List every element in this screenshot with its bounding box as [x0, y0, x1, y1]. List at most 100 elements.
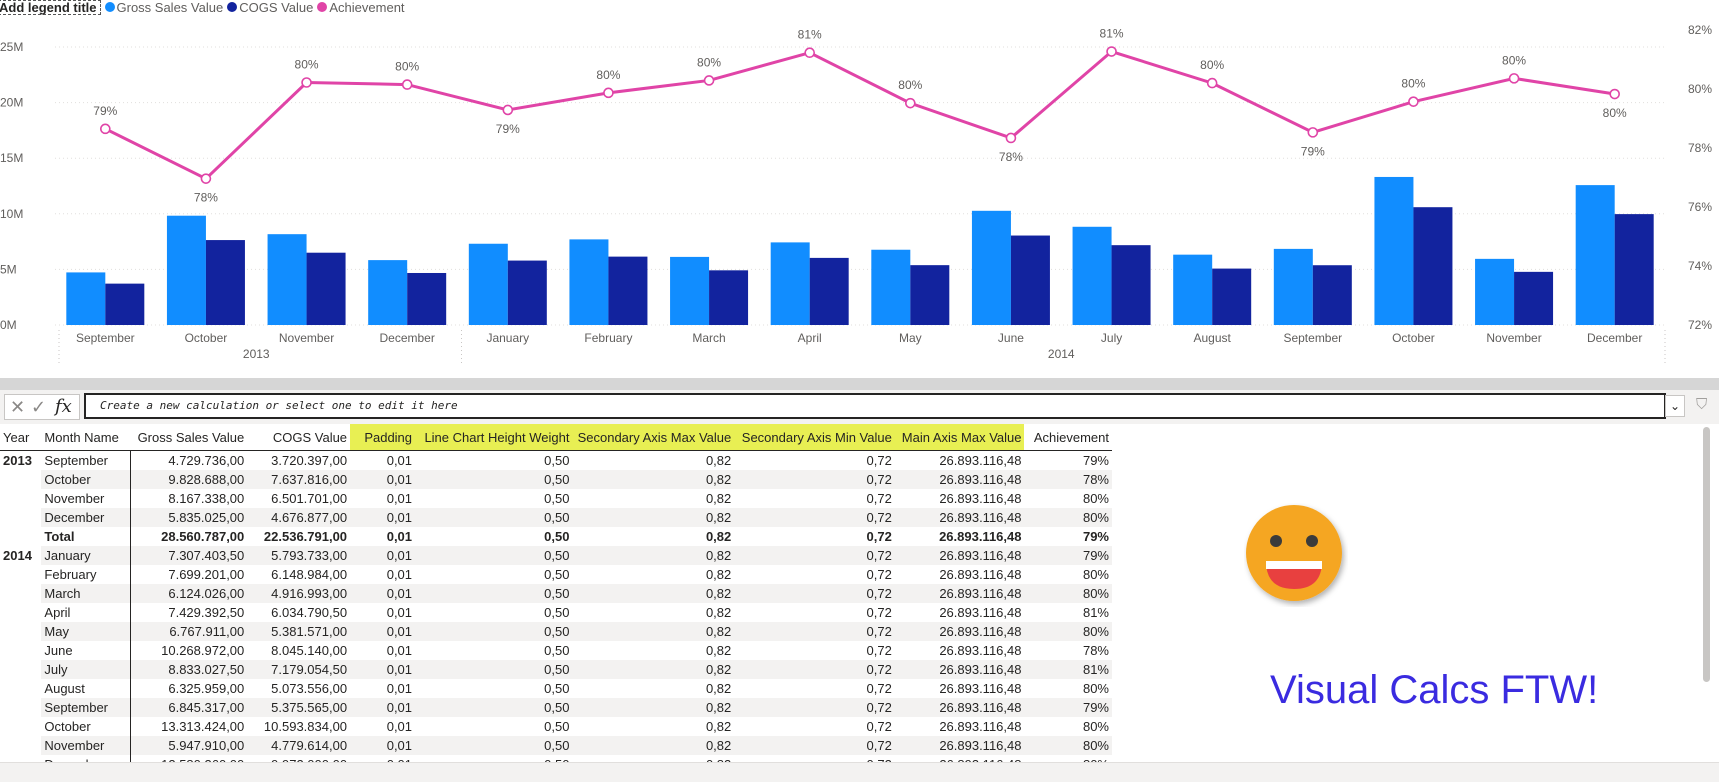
x-axis-month-label: October	[1392, 331, 1435, 345]
table-row[interactable]: 2013 September 4.729.736,00 3.720.397,00 0,0…	[0, 450, 1112, 470]
secondary-axis-tick-label: 74%	[1688, 259, 1712, 273]
legend-item-achievement[interactable]: Achievement	[317, 0, 405, 15]
value-cell: 0,72	[734, 546, 895, 565]
vertical-scrollbar[interactable]	[1703, 427, 1710, 682]
achievement-point	[200, 173, 212, 184]
header-cogs[interactable]: COGS Value	[247, 424, 351, 451]
table-row[interactable]: November 8.167.338,00 6.501.701,00 0,01 0,50…	[0, 489, 1112, 508]
value-cell: 5.375.565,00	[247, 698, 351, 717]
value-cell: 5.073.556,00	[271, 681, 348, 696]
table-row[interactable]: June 10.268.972,00 8.045.140,00 0,01 0,50 0,8…	[0, 641, 1112, 660]
year-cell	[0, 565, 41, 584]
header-gross-sales[interactable]: Gross Sales Value	[130, 424, 248, 451]
bar-gross-sales	[1273, 248, 1313, 325]
value-cell: 26.893.116,48	[894, 622, 1025, 641]
achievement-line	[104, 49, 1615, 181]
value-cell: 26.893.116,48	[939, 491, 1022, 506]
month-cell: August	[41, 679, 132, 698]
x-axis-month-label: December	[380, 331, 435, 345]
value-cell: 7.179.054,50	[247, 660, 351, 679]
achievement-data-label: 80%	[1401, 77, 1425, 91]
table-row[interactable]: December 5.835.025,00 4.676.877,00 0,01 0,50…	[0, 508, 1112, 527]
header-achievement[interactable]: Achievement	[1024, 424, 1112, 451]
table-row[interactable]: December12.580.360,009.972.000,000,010,5…	[0, 755, 1112, 762]
x-axis-month-label: March	[692, 331, 725, 345]
legend-item-cogs[interactable]: COGS Value	[227, 0, 313, 15]
table-row[interactable]: November 5.947.910,00 4.779.614,00 0,01 0,50…	[0, 736, 1112, 755]
legend-marker-achievement	[317, 2, 328, 12]
filter-icon[interactable]: ⛉	[1696, 396, 1708, 413]
value-cell: 12.580.360,00	[131, 755, 248, 762]
chevron-down-icon[interactable]: ⌄	[1665, 395, 1685, 417]
achievement-data-label: 80%	[1200, 58, 1224, 72]
achievement-data-label: 81%	[1100, 27, 1124, 41]
legend-marker-cogs	[227, 2, 238, 12]
table-row[interactable]: February 7.699.201,00 6.148.984,00 0,01 0,50…	[0, 565, 1112, 584]
value-cell: 0,01	[386, 605, 413, 620]
month-cell: October	[41, 470, 132, 489]
commit-icon[interactable]: ✓	[31, 397, 47, 417]
table-row[interactable]: July 8.833.027,50 7.179.054,50 0,01 0,50 0,82…	[0, 660, 1112, 679]
table-row[interactable]: October 13.313.424,00 10.593.834,00 0,01 0,5…	[0, 717, 1112, 736]
value-cell: 0,01	[386, 529, 413, 544]
data-table[interactable]: Year Month Name Gross Sales Value COGS V…	[0, 424, 1112, 762]
value-cell: 0,72	[866, 491, 892, 506]
bar-cogs	[1614, 214, 1654, 325]
achievement-point	[703, 75, 715, 86]
legend-title[interactable]: Add legend title	[0, 0, 101, 15]
legend-item-gross-sales[interactable]: Gross Sales Value	[104, 0, 223, 15]
month-cell: October	[41, 717, 132, 736]
value-cell: 0,01	[350, 736, 416, 755]
table-row[interactable]: 2014 January 7.307.403,50 5.793.733,00 0,01 0…	[0, 546, 1112, 565]
value-cell: 80%	[1024, 508, 1112, 527]
bar-cogs	[105, 283, 145, 325]
table-row[interactable]: October 9.828.688,00 7.637.816,00 0,01 0,50 0…	[0, 470, 1112, 489]
header-year[interactable]: Year	[0, 424, 42, 451]
value-cell: 6.124.026,00	[130, 584, 248, 603]
value-cell: 0,01	[350, 584, 416, 603]
header-main-axis-max[interactable]: Main Axis Max Value	[894, 424, 1025, 451]
achievement-point	[804, 47, 815, 59]
value-cell: 79%	[1024, 546, 1112, 565]
table-row[interactable]: May 6.767.911,00 5.381.571,00 0,01 0,50 0,82 0…	[0, 622, 1112, 641]
value-cell: 80%	[1082, 567, 1109, 582]
fx-icon[interactable]: fx	[55, 396, 72, 417]
achievement-data-label: 80%	[697, 55, 721, 69]
achievement-point	[1609, 88, 1620, 100]
header-secondary-axis-max[interactable]: Secondary Axis Max Value	[572, 424, 735, 451]
month-cell: July	[41, 660, 132, 679]
value-cell: 26.893.116,48	[895, 755, 1025, 762]
table-row[interactable]: April 7.429.392,50 6.034.790,50 0,01 0,50 0,8…	[0, 603, 1112, 622]
achievement-data-label: 80%	[596, 68, 620, 82]
value-cell: 5.835.025,00	[130, 508, 248, 527]
value-cell: 0,82	[572, 508, 735, 527]
pane-divider[interactable]	[0, 378, 1719, 390]
table-row[interactable]: March 6.124.026,00 4.916.993,00 0,01 0,50 0,8…	[0, 584, 1112, 603]
bar-cogs	[1514, 271, 1554, 325]
value-cell: 0,50	[415, 698, 573, 717]
value-cell: 0,01	[386, 643, 413, 658]
header-padding[interactable]: Padding	[350, 424, 416, 451]
month-cell: Total	[41, 527, 132, 546]
header-month-name[interactable]: Month Name	[41, 424, 131, 451]
table-row[interactable]: September 6.845.317,00 5.375.565,00 0,01 0,5…	[0, 698, 1112, 717]
value-cell: 80%	[1024, 736, 1112, 755]
table-row[interactable]: August 6.325.959,00 5.073.556,00 0,01 0,50 0,…	[0, 679, 1112, 698]
combo-chart[interactable]: 25M 20M 15M 10M 5M 0M 82% 80% 78% 76% 74% 72% Septem…	[0, 0, 1719, 378]
value-cell: 26.893.116,48	[894, 584, 1025, 603]
value-cell: 81%	[1082, 605, 1109, 620]
bar-gross-sales	[1374, 176, 1414, 325]
visual-calcs-ftw-text: Visual Calcs FTW!	[1270, 668, 1599, 712]
header-secondary-axis-min[interactable]: Secondary Axis Min Value	[734, 424, 895, 451]
table-total-row[interactable]: Total 28.560.787,00 22.536.791,00 0,01 0,50 0…	[0, 527, 1112, 546]
y-axis-tick-label: 0M	[0, 318, 17, 332]
chart-legend: Add legend title Gross Sales Value COGS …	[0, 0, 405, 15]
value-cell: 9.828.688,00	[130, 470, 248, 489]
value-cell: 0,72	[734, 584, 895, 603]
header-line-chart-height-weight[interactable]: Line Chart Height Weight	[415, 424, 573, 451]
bar-cogs	[407, 272, 447, 325]
value-cell: 0,01	[350, 546, 416, 565]
value-cell: 6.034.790,50	[271, 605, 348, 620]
cancel-icon[interactable]: ✕	[10, 397, 26, 417]
formula-input[interactable]: Create a new calculation or select one t…	[84, 393, 1666, 419]
